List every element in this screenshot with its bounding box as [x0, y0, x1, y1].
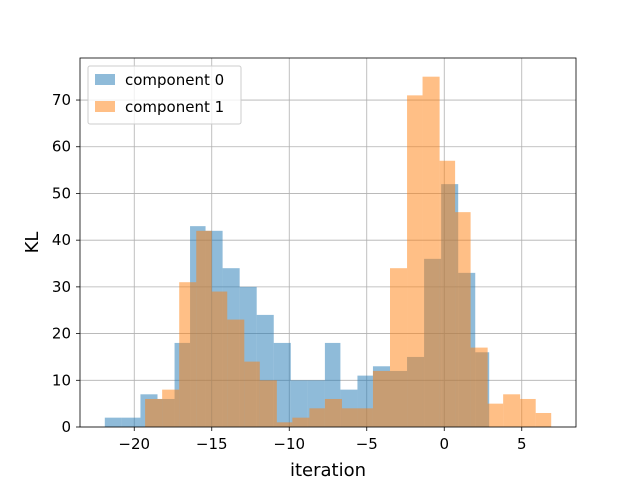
bar-component-0 [273, 342, 291, 427]
x-tick-label: 0 [439, 435, 449, 453]
bar-component-1 [196, 230, 212, 427]
bar-component-1 [292, 417, 310, 427]
x-tick-label: −15 [196, 435, 228, 453]
bar-component-1 [487, 403, 504, 427]
legend-label-component-1: component 1 [125, 98, 224, 116]
bar-component-1 [227, 319, 245, 427]
legend-label-component-0: component 0 [125, 71, 224, 89]
bar-component-0 [290, 380, 308, 427]
x-tick-label: −10 [273, 435, 305, 453]
x-tick-label: −5 [356, 435, 378, 453]
bar-component-0 [104, 417, 122, 427]
y-tick-label: 40 [52, 231, 71, 249]
bar-component-1 [503, 394, 521, 427]
bar-component-1 [244, 361, 260, 427]
bar-component-1 [407, 95, 423, 427]
bar-component-1 [341, 408, 358, 427]
legend-box [87, 65, 242, 125]
bar-component-1 [470, 347, 488, 427]
grid-lines [80, 58, 576, 428]
bar-component-1 [455, 212, 471, 427]
legend-swatch-component-1 [95, 101, 115, 112]
y-tick-label: 70 [52, 91, 71, 109]
y-axis-label: KL [22, 232, 43, 254]
bar-component-1 [259, 380, 277, 427]
bar-component-1 [357, 408, 373, 427]
bar-component-1 [179, 282, 197, 427]
bar-component-1 [276, 422, 293, 427]
bar-component-1 [422, 76, 440, 428]
bar-component-1 [520, 398, 536, 427]
x-tick-label: −20 [118, 435, 150, 453]
bar-component-1 [145, 398, 163, 427]
bars-layer [104, 76, 552, 428]
bar-component-1 [309, 408, 325, 427]
x-axis-label: iteration [290, 460, 366, 480]
bar-component-1 [535, 412, 552, 427]
y-tick-label: 60 [52, 138, 71, 156]
bar-component-1 [372, 370, 390, 427]
bar-component-1 [211, 291, 228, 427]
y-tick-label: 30 [52, 278, 71, 296]
y-tick-label: 10 [52, 371, 71, 389]
bar-component-0 [121, 417, 141, 427]
legend: component 0 component 1 [87, 65, 242, 125]
plot-frame [79, 57, 577, 428]
x-tick-label: 5 [517, 435, 527, 453]
legend-swatch-component-0 [95, 74, 115, 85]
bar-component-1 [390, 268, 408, 427]
bar-component-1 [439, 160, 456, 427]
bar-component-1 [162, 389, 180, 427]
y-tick-label: 50 [52, 184, 71, 202]
bar-component-1 [324, 398, 342, 427]
y-tick-label: 0 [61, 418, 71, 436]
y-tick-label: 20 [52, 325, 71, 343]
